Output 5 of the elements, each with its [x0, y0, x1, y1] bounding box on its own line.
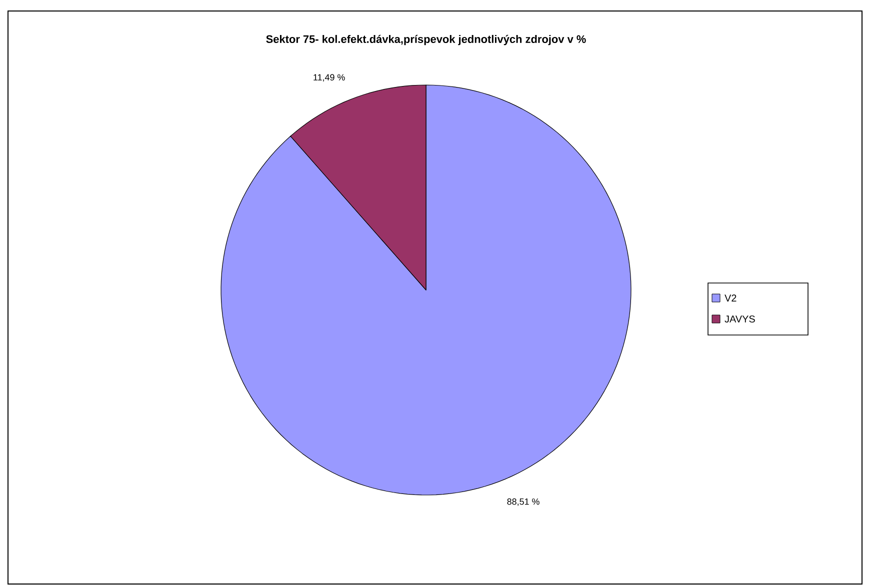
- chart-title: Sektor 75- kol.efekt.dávka,príspevok jednotlivých zdrojov v %: [266, 34, 586, 46]
- legend-label: JAVYS: [724, 315, 755, 323]
- legend-label: V2: [724, 294, 736, 302]
- data-label: 88,51 %: [507, 498, 540, 506]
- data-label: 11,49 %: [314, 74, 345, 82]
